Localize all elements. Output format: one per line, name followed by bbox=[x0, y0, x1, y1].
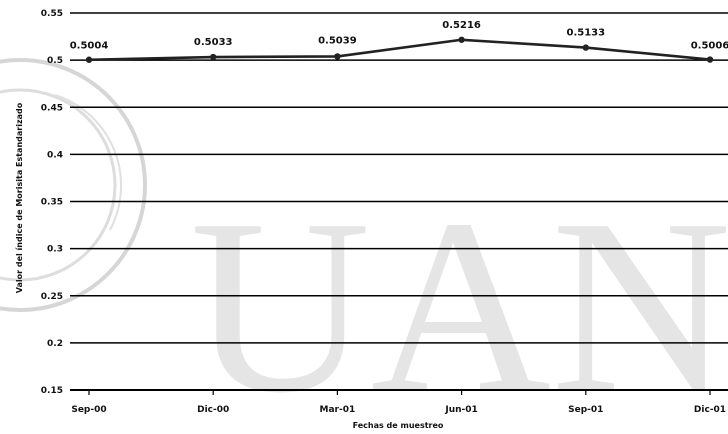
data-label: 0.5216 bbox=[442, 20, 481, 31]
y-axis-title: Valor del índice de Morisita Estandariza… bbox=[15, 102, 24, 293]
horizontal-gridlines bbox=[70, 12, 728, 391]
y-tick-label: 0.15 bbox=[41, 386, 63, 396]
series-line bbox=[88, 38, 711, 62]
data-label: 0.5039 bbox=[318, 35, 357, 46]
data-point bbox=[85, 56, 93, 63]
data-point bbox=[334, 53, 341, 60]
y-tick-label: 0.45 bbox=[41, 103, 63, 113]
x-tick-label: Sep-01 bbox=[568, 405, 603, 415]
y-tick-label: 0.3 bbox=[47, 245, 63, 255]
y-tick-label: 0.5 bbox=[47, 56, 63, 66]
y-axis-tick-labels: 0.15 0.2 0.25 0.3 0.35 0.4 0.45 0.5 0.55 bbox=[41, 9, 63, 396]
data-label: 0.5004 bbox=[70, 41, 109, 52]
x-tick-label: Dic-00 bbox=[197, 405, 229, 415]
x-axis-title: Fechas de muestreo bbox=[353, 421, 444, 430]
y-tick-label: 0.4 bbox=[47, 150, 63, 160]
x-tick-label: Dic-01 bbox=[694, 405, 726, 415]
x-tick-label: Jun-01 bbox=[444, 405, 477, 415]
x-axis-tick-labels: Sep-00 Dic-00 Mar-01 Jun-01 Sep-01 Dic-01 bbox=[71, 390, 726, 415]
university-seal-watermark bbox=[0, 58, 147, 312]
data-point bbox=[582, 44, 589, 51]
data-label: 0.5033 bbox=[194, 37, 233, 48]
data-label: 0.5006 bbox=[691, 41, 728, 52]
y-tick-label: 0.2 bbox=[47, 339, 63, 349]
data-point bbox=[458, 36, 465, 43]
data-label: 0.5133 bbox=[567, 28, 606, 39]
y-tick-label: 0.35 bbox=[41, 198, 63, 208]
x-tick-label: Mar-01 bbox=[320, 405, 356, 415]
data-point bbox=[706, 56, 714, 63]
y-tick-label: 0.25 bbox=[41, 292, 63, 302]
y-tick-label: 0.55 bbox=[41, 9, 63, 19]
data-point bbox=[210, 53, 217, 61]
series-line-group bbox=[85, 36, 714, 63]
x-tick-label: Sep-00 bbox=[71, 405, 106, 415]
data-labels: 0.5004 0.5033 0.5039 0.5216 0.5133 0.5006 bbox=[70, 20, 728, 52]
watermark-text: UAN bbox=[190, 168, 728, 434]
